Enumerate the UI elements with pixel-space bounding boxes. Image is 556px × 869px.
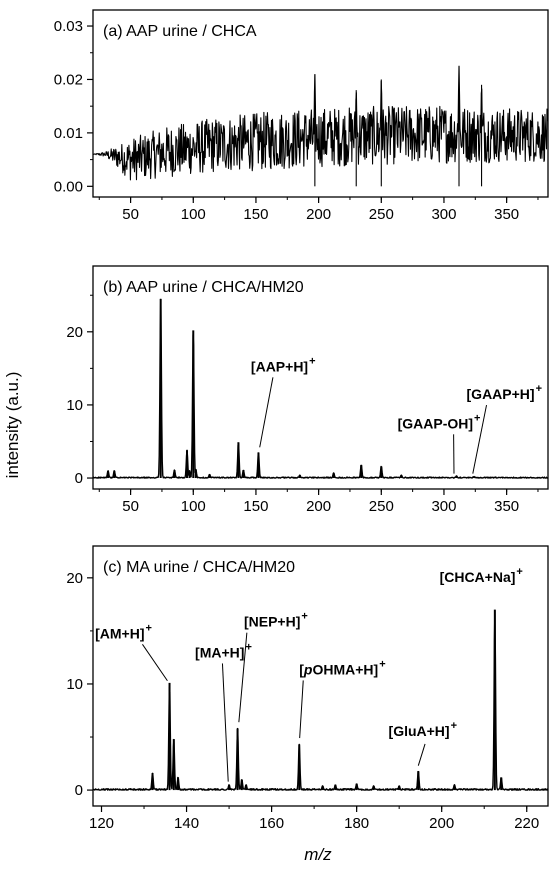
x-axis-label: m/z	[304, 845, 332, 864]
y-tick-label: 10	[66, 397, 83, 414]
plot-frame	[92, 265, 549, 490]
y-tick-label: 0	[75, 782, 83, 799]
y-tick-label: 20	[66, 324, 83, 341]
y-tick-label: 0.03	[54, 18, 83, 35]
y-tick-label: 20	[66, 570, 83, 587]
y-tick-label: 0.01	[54, 125, 83, 142]
x-tick-label: 120	[89, 815, 114, 832]
x-tick-label: 300	[431, 206, 456, 223]
peak-annotation: [AM+H]+	[95, 622, 152, 641]
panel-b: 50 100 150 200 250 300 350 0 10 20 (b) AAP urine /…	[66, 265, 549, 515]
x-tick-label: 300	[431, 498, 456, 515]
peak-annotation: [GluA+H]+	[389, 720, 458, 739]
panel-a: 50 100 150 200 250 300 350 0.00 0.01 0.02 0.03 (a) …	[54, 9, 549, 223]
x-tick-label: 180	[344, 815, 369, 832]
spectrum-trace	[92, 298, 549, 479]
annotation-leader	[238, 632, 248, 723]
x-tick-label: 150	[243, 206, 268, 223]
peak-annotation: [GAAP-OH]+	[398, 412, 481, 431]
x-tick-label: 50	[122, 498, 139, 515]
annotation-leader	[259, 377, 274, 448]
spectrum-trace	[92, 609, 549, 791]
annotation-leader	[221, 663, 229, 782]
y-tick-label: 0	[75, 470, 83, 487]
panel-title: (a) AAP urine / CHCA	[103, 23, 257, 40]
x-tick-label: 200	[306, 498, 331, 515]
y-tick-label: 0.02	[54, 71, 83, 88]
annotation-leader	[299, 680, 304, 739]
annotation-leader	[142, 644, 168, 682]
y-tick-label: 0.00	[54, 178, 83, 195]
x-tick-label: 350	[494, 206, 519, 223]
peak-annotation: [CHCA+Na]+	[440, 566, 523, 585]
peak-annotation: [NEP+H]+	[244, 611, 308, 630]
panel-title: (c) MA urine / CHCA/HM20	[103, 559, 295, 576]
x-tick-label: 140	[174, 815, 199, 832]
panel-title: (b) AAP urine / CHCA/HM20	[103, 279, 304, 296]
y-axis-label: intensity (a.u.)	[3, 372, 22, 479]
x-tick-label: 100	[181, 206, 206, 223]
x-tick-label: 250	[369, 498, 394, 515]
x-tick-label: 220	[514, 815, 539, 832]
y-tick-label: 10	[66, 676, 83, 693]
annotation-leader	[417, 743, 426, 766]
annotation-leader	[472, 404, 488, 474]
plot-frame	[92, 545, 549, 807]
spectrum-trace	[92, 65, 549, 181]
peak-annotation: [GAAP+H]+	[467, 383, 543, 402]
panel-c: 120 140 160 180 200 220 0 10 20 (c) MA urine / CH…	[66, 545, 549, 832]
plot-frame	[92, 9, 549, 198]
x-tick-label: 160	[259, 815, 284, 832]
x-tick-label: 100	[181, 498, 206, 515]
peak-annotation: [pOHMA+H]+	[299, 658, 385, 677]
x-tick-label: 350	[494, 498, 519, 515]
peak-annotation: [MA+H]+	[195, 641, 252, 660]
peak-annotation: [AAP+H]+	[251, 355, 316, 374]
x-tick-label: 200	[429, 815, 454, 832]
x-tick-label: 250	[369, 206, 394, 223]
x-tick-label: 200	[306, 206, 331, 223]
x-tick-label: 50	[122, 206, 139, 223]
x-tick-label: 150	[243, 498, 268, 515]
